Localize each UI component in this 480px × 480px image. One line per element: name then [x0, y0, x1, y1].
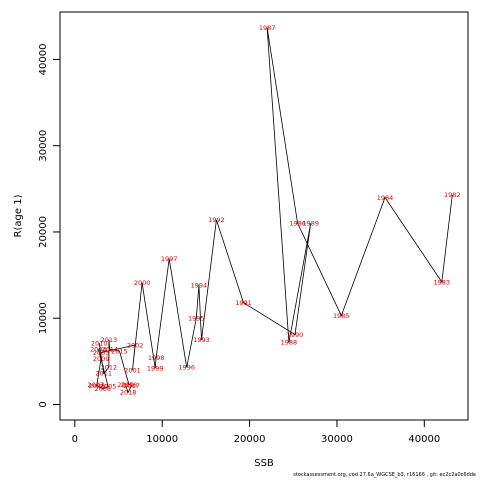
- point-label-2007: 2007: [88, 381, 105, 389]
- point-label-1990: 1990: [287, 331, 304, 339]
- point-label-2015: 2015: [111, 347, 128, 355]
- footer-credit: stockassessment.org, cod.27.6a_WGCSE_b3,…: [293, 472, 476, 478]
- point-label-1982: 1982: [444, 191, 461, 199]
- y-tick-label: 40000: [38, 44, 49, 76]
- y-axis-title: R(age 1): [13, 194, 24, 237]
- point-label-2002: 2002: [127, 341, 144, 349]
- point-label-2009: 2009: [93, 355, 110, 363]
- point-label-2008: 2008: [88, 382, 105, 390]
- point-label-1992: 1992: [208, 216, 225, 224]
- point-label-2017: 2017: [123, 382, 140, 390]
- point-label-2004: 2004: [90, 346, 107, 354]
- point-label-2018: 2018: [120, 389, 137, 397]
- point-label-2006: 2006: [95, 385, 112, 393]
- x-tick-label: 30000: [321, 434, 353, 445]
- point-label-2011: 2011: [95, 370, 112, 378]
- point-label-1983: 1983: [434, 278, 451, 286]
- plot-frame: [59, 11, 469, 421]
- point-label-1984: 1984: [377, 194, 394, 202]
- point-label-1987: 1987: [259, 24, 276, 32]
- axes-group: 0 10000 20000 30000 40000 0 10000 20000 30000 400…: [38, 44, 440, 445]
- x-axis-title: SSB: [254, 458, 274, 469]
- point-label-2001: 2001: [124, 366, 141, 374]
- x-tick-label: 0: [72, 434, 78, 445]
- point-label-1997: 1997: [161, 255, 178, 263]
- point-label-2014: 2014: [102, 346, 119, 354]
- series-line-group: [95, 27, 453, 394]
- point-label-2012: 2012: [101, 364, 118, 372]
- point-label-1994: 1994: [191, 282, 208, 290]
- point-label-1986: 1986: [289, 220, 306, 228]
- point-label-1988: 1988: [281, 339, 298, 347]
- point-label-2016: 2016: [121, 381, 138, 389]
- y-tick-label: 20000: [38, 216, 49, 248]
- point-label-2003: 2003: [93, 349, 110, 357]
- x-tick-label: 10000: [146, 434, 178, 445]
- point-label-2005: 2005: [100, 383, 117, 391]
- series-line: [95, 27, 453, 394]
- point-label-1999: 1999: [147, 365, 164, 373]
- point-label-2000: 2000: [134, 279, 151, 287]
- point-label-1991: 1991: [235, 299, 252, 307]
- point-label-2013: 2013: [101, 336, 118, 344]
- x-tick-label: 40000: [408, 434, 440, 445]
- y-tick-label: 10000: [38, 302, 49, 334]
- x-tick-label: 20000: [234, 434, 266, 445]
- point-label-1993: 1993: [193, 336, 210, 344]
- point-label-1995: 1995: [188, 315, 205, 323]
- y-tick-label: 0: [38, 401, 49, 407]
- point-label-1985: 1985: [333, 312, 350, 320]
- point-label-2010: 2010: [91, 340, 108, 348]
- point-label-1989: 1989: [302, 220, 319, 228]
- point-label-2019: 2019: [117, 381, 134, 389]
- y-tick-label: 30000: [38, 130, 49, 162]
- point-label-1998: 1998: [148, 354, 165, 362]
- point-label-group: 1982 1983 1984 1985 1986 1987 1988 1989 1990 1991…: [88, 24, 461, 397]
- point-label-1996: 1996: [178, 364, 195, 372]
